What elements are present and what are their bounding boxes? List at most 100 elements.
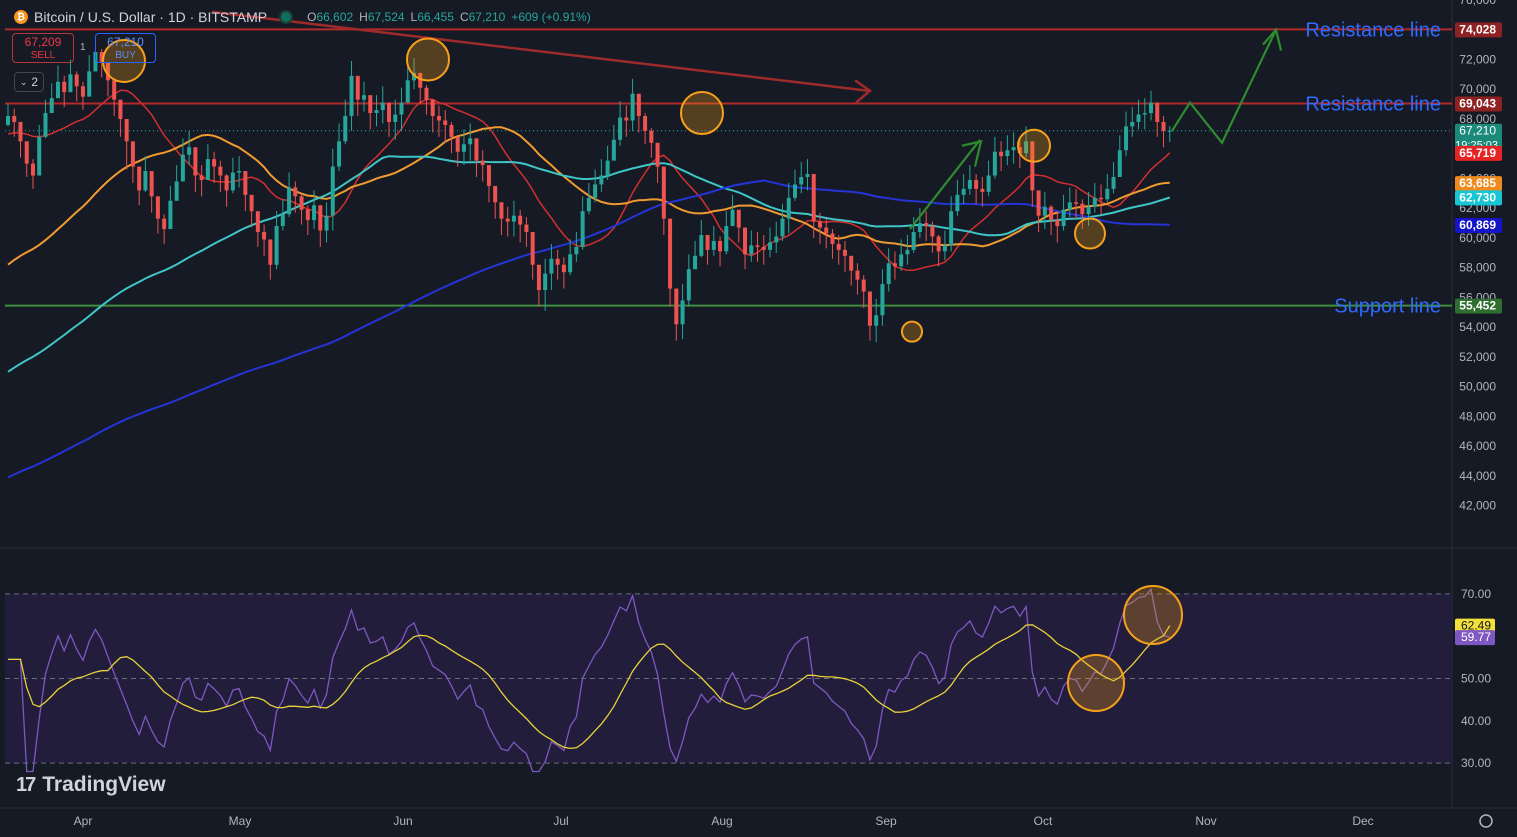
- rsi-tag-label: 59.77: [1461, 630, 1491, 644]
- candle-body: [524, 224, 529, 233]
- candle-body: [436, 116, 441, 121]
- candle-body: [693, 255, 698, 270]
- candle-body: [337, 141, 342, 167]
- time-tick-label: Nov: [1195, 814, 1216, 828]
- settings-gear-icon: [1479, 814, 1493, 828]
- candle-body: [393, 114, 398, 122]
- time-tick-label: Jun: [393, 814, 412, 828]
- candle-body: [874, 315, 879, 326]
- bitcoin-icon: ₿: [14, 10, 28, 24]
- candle-body: [842, 249, 847, 256]
- spread-value: 1: [80, 42, 86, 53]
- candle-body: [205, 159, 210, 180]
- candle-body: [911, 232, 916, 250]
- candle-body: [74, 74, 79, 87]
- candle-body: [611, 139, 616, 161]
- candle-body: [949, 211, 954, 246]
- candle-body: [424, 87, 429, 100]
- candle-body: [749, 245, 754, 255]
- ohlc-open: O66,602: [307, 10, 354, 24]
- rsi-ma-line: [8, 624, 1171, 750]
- symbol-title[interactable]: Bitcoin / U.S. Dollar · 1D · BITSTAMP: [34, 9, 268, 25]
- rsi-tick-label: 30.00: [1461, 756, 1491, 770]
- candle-body: [530, 232, 535, 265]
- candle-body: [811, 174, 816, 222]
- candle-body: [942, 245, 947, 252]
- candle-body: [330, 166, 335, 216]
- candle-body: [518, 215, 523, 225]
- price-tag: [1455, 298, 1502, 314]
- candle-body: [1061, 209, 1066, 227]
- projection-path-line: [1171, 29, 1277, 145]
- candle-body: [243, 171, 248, 195]
- candle-body: [187, 147, 192, 155]
- indicators-count: 2: [31, 75, 39, 89]
- buy-price: 67,210: [107, 35, 144, 49]
- candle-body: [293, 187, 298, 197]
- candle-body: [368, 95, 373, 114]
- candle-body: [1042, 206, 1047, 216]
- candle-body: [411, 72, 416, 81]
- candle-body: [230, 172, 235, 191]
- candle-body: [268, 239, 273, 265]
- candle-body: [1036, 190, 1041, 216]
- trend-arrow-line: [211, 10, 869, 92]
- candle-body: [599, 175, 604, 185]
- rsi-tag: [1455, 630, 1495, 646]
- candle-body: [649, 130, 654, 143]
- buy-label: BUY: [115, 50, 136, 61]
- candle-body: [124, 118, 129, 142]
- candle-body: [1155, 102, 1160, 122]
- candle-body: [1167, 130, 1172, 132]
- candle-body: [455, 136, 460, 152]
- candle-body: [218, 166, 223, 176]
- candle-body: [999, 151, 1004, 157]
- ohlc-close: C67,210: [459, 10, 506, 24]
- candle-body: [730, 209, 735, 227]
- price-tick-label: 48,000: [1459, 409, 1496, 423]
- time-tick-label: Oct: [1034, 814, 1053, 828]
- price-tag: [1455, 22, 1502, 38]
- candle-body: [668, 218, 673, 289]
- candle-body: [474, 138, 479, 161]
- price-tag-label: 74,028: [1459, 22, 1496, 36]
- candle-body: [1049, 206, 1054, 221]
- candle-body: [936, 236, 941, 252]
- candle-body: [199, 175, 204, 180]
- rsi-line: [8, 587, 1170, 773]
- candle-body: [1130, 121, 1135, 127]
- candle-body: [1074, 202, 1079, 204]
- sell-label: SELL: [30, 50, 56, 61]
- candle-body: [655, 142, 660, 167]
- candle-body: [68, 74, 73, 93]
- sell-button[interactable]: 67,209 SELL: [12, 33, 74, 63]
- time-tick-label: Aug: [711, 814, 732, 828]
- candle-body: [699, 234, 704, 256]
- candle-body: [661, 166, 666, 219]
- candle-body: [355, 75, 360, 100]
- candle-body: [1149, 102, 1154, 114]
- price-tick-label: 58,000: [1459, 261, 1496, 275]
- candle-body: [1161, 121, 1166, 131]
- candle-body: [405, 80, 410, 103]
- candle-body: [30, 163, 35, 176]
- price-tag: [1455, 145, 1502, 161]
- candle-body: [1030, 141, 1035, 191]
- ohlc-low: L66,455: [410, 10, 454, 24]
- ohlc-high: H67,524: [359, 10, 405, 24]
- indicators-toggle[interactable]: ⌄ 2: [14, 72, 44, 92]
- candle-body: [980, 188, 985, 192]
- price-tick-label: 52,000: [1459, 350, 1496, 364]
- candle-body: [830, 233, 835, 244]
- candle-body: [755, 245, 760, 247]
- candle-body: [680, 300, 685, 325]
- candle-body: [193, 147, 198, 176]
- candle-body: [967, 179, 972, 189]
- candle-body: [137, 166, 142, 191]
- candle-body: [511, 215, 516, 222]
- tradingview-logo[interactable]: 17 TradingView: [16, 773, 166, 797]
- buy-button[interactable]: 67,210 BUY: [95, 33, 156, 63]
- ohlc-change: +609 (+0.91%): [511, 10, 591, 24]
- candle-body: [55, 81, 60, 99]
